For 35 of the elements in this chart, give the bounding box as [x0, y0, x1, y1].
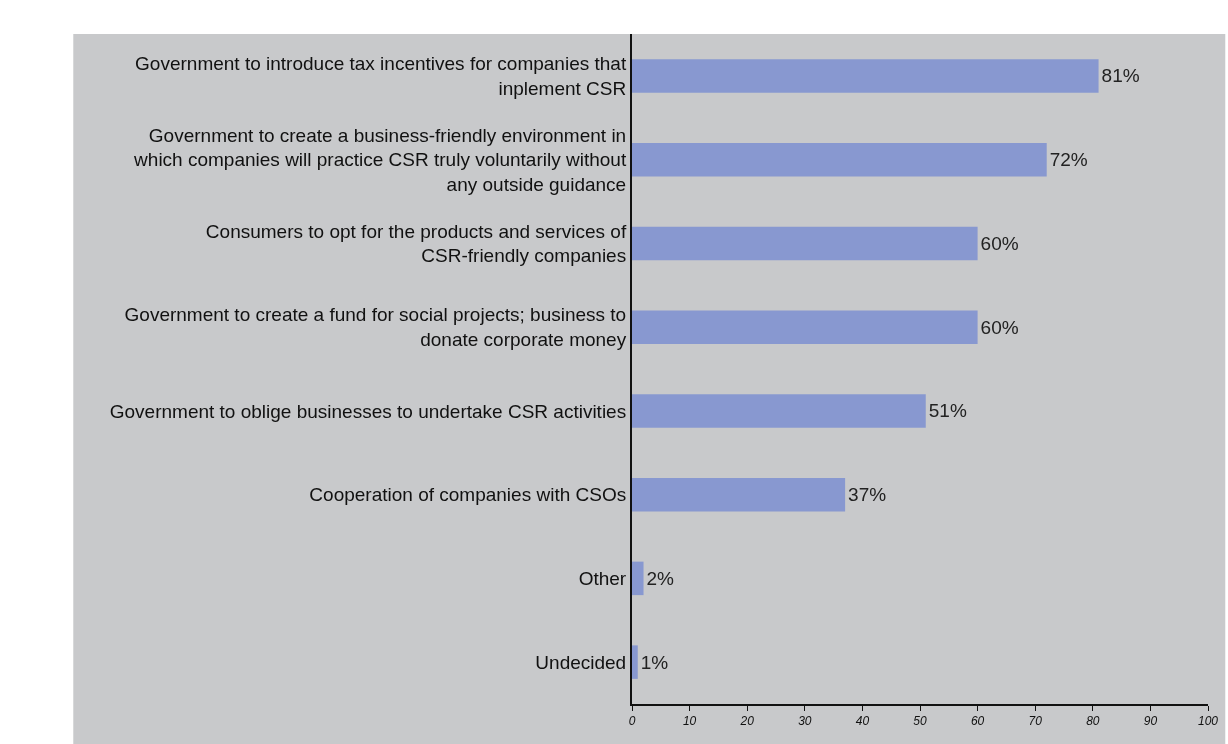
data-label: 51%: [928, 400, 967, 422]
x-tick-label: 80: [1086, 714, 1100, 729]
x-tick-label: 50: [913, 714, 927, 729]
data-label: 2%: [646, 567, 675, 589]
data-label: 72%: [1049, 149, 1088, 171]
x-tick-label: 0: [628, 714, 636, 729]
y-tick-label: Cooperation of companies with CSOs: [309, 484, 627, 506]
bar: [632, 645, 638, 679]
y-tick-label: Government to oblige businesses to undertake CSR activities: [109, 400, 627, 422]
x-tick-label: 60: [970, 714, 985, 729]
x-tick-label: 40: [855, 714, 870, 729]
x-tick-label: 70: [1028, 714, 1043, 729]
data-label: 1%: [640, 651, 669, 673]
x-tick-label: 20: [739, 714, 755, 729]
y-tick-label: Undecided: [535, 651, 627, 673]
bar: [632, 310, 978, 344]
y-tick-label: Other: [578, 568, 627, 590]
y-tick-label: Government to create a business-friendly environment in which companies will practice CSR truly voluntarily without any outside guidance: [133, 124, 627, 195]
data-label: 81%: [1101, 65, 1140, 87]
y-tick-label: Consumers to opt for the products and services of CSR-friendly companies: [205, 220, 627, 267]
data-label: 60%: [980, 316, 1019, 338]
y-tick-label: Government to introduce tax incentives for companies that inplement CSR: [135, 53, 627, 99]
y-tick-label: Government to create a fund for social projects; business to donate corporate money: [124, 304, 627, 351]
x-tick-label: 30: [798, 714, 812, 729]
bar: [632, 142, 1047, 177]
bar: [632, 394, 926, 428]
bar: [632, 477, 846, 512]
x-tick-label: 10: [682, 714, 697, 729]
bar: [632, 59, 1099, 93]
x-tick-label: 100: [1197, 714, 1219, 729]
bar: [632, 226, 978, 261]
data-label: 60%: [980, 232, 1019, 254]
data-label: 37%: [848, 484, 887, 506]
x-tick-label: 90: [1143, 714, 1158, 729]
bar: [632, 561, 644, 596]
